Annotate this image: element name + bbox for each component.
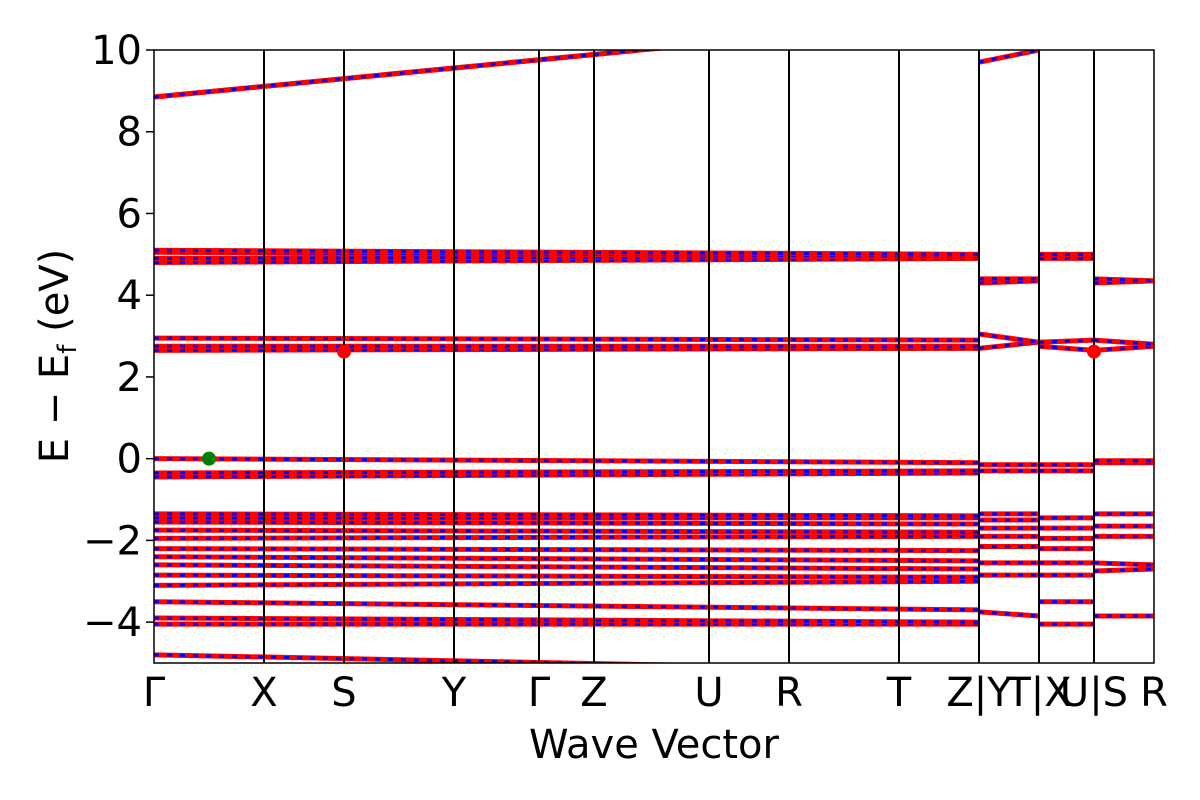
x-tick-label: T	[886, 670, 912, 716]
x-tick-label: X	[250, 670, 277, 716]
y-tick-label: −4	[83, 600, 142, 646]
band-line-red	[154, 247, 980, 257]
band-line-blue-dash	[978, 610, 1040, 618]
band-line-blue-dash	[1093, 567, 1154, 573]
extremum-marker	[337, 344, 351, 359]
band-line-blue-dash	[978, 340, 1040, 350]
x-tick-label: U	[694, 670, 723, 716]
y-axis-title: E − Ef (eV)	[32, 249, 83, 464]
band-line	[154, 578, 980, 588]
band-line	[154, 456, 980, 466]
band-line-blue-dash	[978, 50, 1040, 64]
band-line	[154, 50, 667, 100]
band-line-blue-dash	[1093, 561, 1154, 567]
band-line-red	[154, 335, 980, 343]
band-line-red	[154, 546, 980, 554]
band-line-red	[154, 50, 667, 100]
band-line	[154, 599, 980, 613]
band-line	[154, 546, 980, 554]
band-line-blue-dash	[1093, 344, 1154, 352]
band-line-blue-dash	[978, 279, 1040, 285]
band-line-red	[154, 511, 980, 519]
x-tick-label: Z	[580, 670, 607, 716]
y-tick-label: 2	[117, 355, 142, 401]
x-tick-label: R	[1140, 670, 1168, 716]
band-line-red	[154, 554, 980, 564]
y-tick-label: 8	[117, 110, 142, 156]
y-tick-label: 4	[117, 273, 142, 319]
band-line	[1093, 560, 1154, 568]
x-tick-label: Z|Y	[946, 670, 1012, 716]
kpoint-lines	[263, 50, 1095, 663]
band-line-red	[154, 615, 980, 625]
band-line-red	[154, 562, 980, 572]
band-line-red	[154, 652, 693, 663]
band-line-blue-dash	[1093, 277, 1154, 283]
band-line-red	[154, 527, 980, 535]
x-tick-label: Γ	[528, 670, 551, 716]
x-tick-label: U|S	[1060, 670, 1128, 716]
band-line	[154, 527, 980, 535]
band-line	[978, 609, 1040, 619]
extremum-marker	[202, 451, 216, 466]
band-line-red	[154, 468, 980, 476]
band-line	[1093, 343, 1154, 353]
band-line	[978, 50, 1040, 65]
band-line-red	[154, 578, 980, 588]
band-line	[154, 247, 980, 257]
band-line-blue-dash	[978, 332, 1040, 344]
band-line	[154, 468, 980, 476]
plot-frame	[153, 49, 1155, 664]
band-line	[154, 572, 980, 580]
y-axis-title-subscript: f	[53, 344, 83, 354]
bands-layer	[154, 50, 1154, 663]
y-tick-label: 6	[117, 191, 142, 237]
x-tick-label: Γ	[143, 670, 166, 716]
band-line	[154, 335, 980, 343]
band-line	[1038, 343, 1095, 353]
band-line	[1093, 566, 1154, 574]
band-line	[154, 533, 980, 541]
band-line	[154, 652, 693, 663]
band-line	[1038, 337, 1095, 345]
band-line	[1093, 276, 1154, 284]
band-segment	[154, 50, 980, 663]
band-line-red	[154, 519, 980, 527]
band-line	[978, 331, 1040, 345]
band-line-red	[154, 599, 980, 613]
band-line-red	[154, 533, 980, 541]
x-axis: Γ X S Y Γ Z U R T Z|YT|XU|S R	[143, 670, 1168, 716]
band-line	[1093, 337, 1154, 347]
band-segment	[978, 50, 1040, 619]
band-line-blue-dash	[1038, 338, 1095, 344]
y-tick-label: −2	[83, 518, 142, 564]
x-axis-title: Wave Vector	[529, 722, 780, 768]
y-axis-title-unit: (eV)	[32, 249, 78, 345]
x-tick-label: T|X	[1005, 670, 1071, 716]
band-line	[154, 519, 980, 527]
y-tick-label: 0	[117, 437, 142, 483]
band-line-red	[154, 456, 980, 466]
band-line	[154, 562, 980, 572]
extremum-marker	[1087, 344, 1101, 359]
x-tick-label: S	[331, 670, 356, 716]
extrema-markers	[202, 344, 1101, 466]
band-line	[154, 511, 980, 519]
band-line-blue-dash	[1038, 344, 1095, 352]
x-tick-label: Y	[441, 670, 467, 716]
x-tick-label: R	[775, 670, 803, 716]
band-segment	[1038, 251, 1095, 627]
band-line-blue-dash	[1093, 338, 1154, 346]
band-segment	[1093, 276, 1154, 619]
band-line	[154, 615, 980, 625]
band-line-red	[154, 572, 980, 580]
band-line	[154, 554, 980, 564]
y-axis-title-main: E − E	[32, 354, 78, 464]
y-tick-label: 10	[91, 28, 142, 74]
y-axis: 10 8 6 4 2 0 −2 −4	[83, 28, 154, 646]
